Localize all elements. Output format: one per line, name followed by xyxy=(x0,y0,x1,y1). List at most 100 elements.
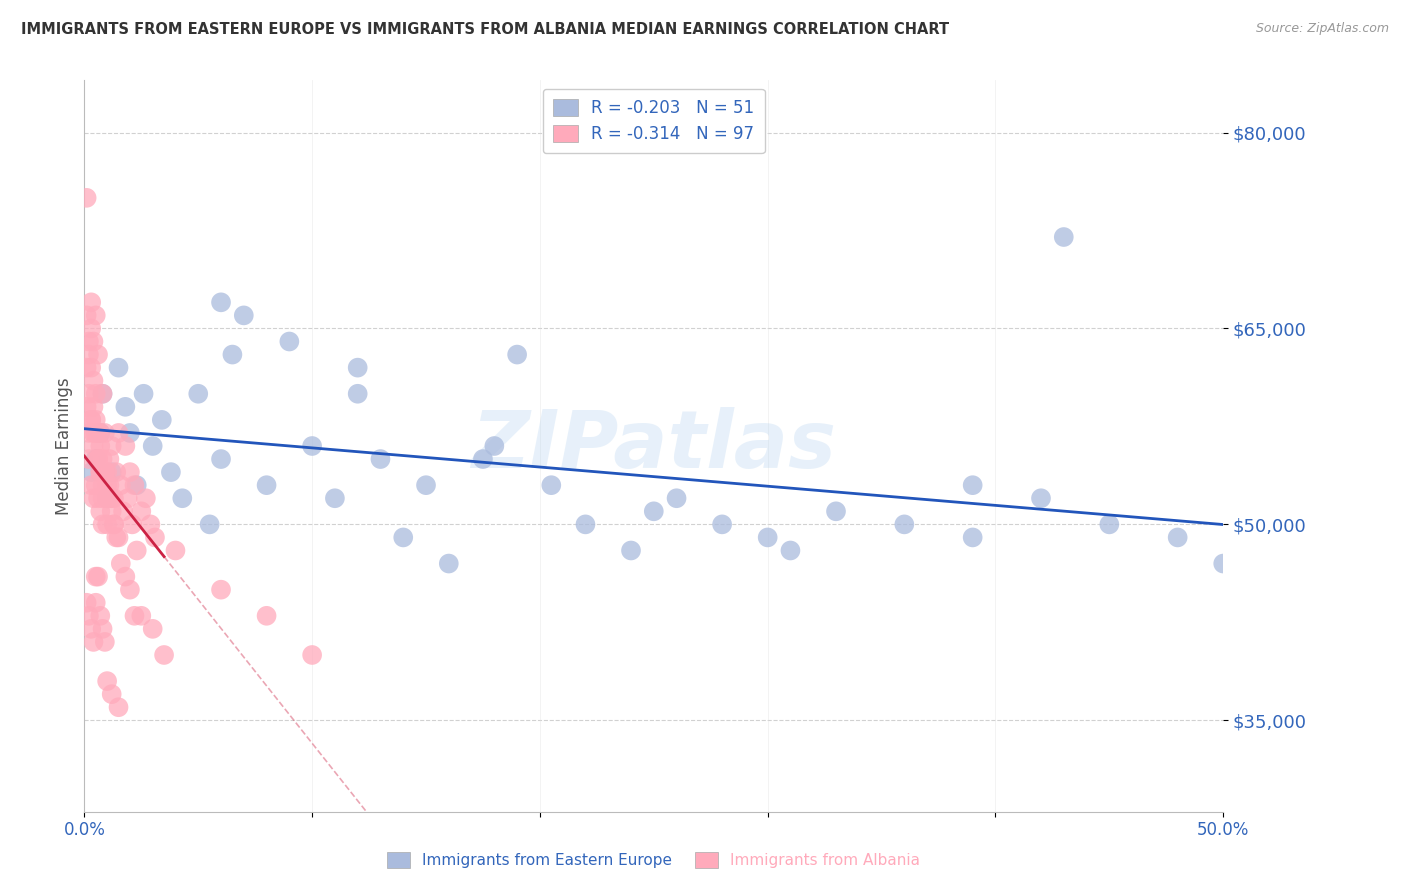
Point xyxy=(620,543,643,558)
Point xyxy=(962,478,984,492)
Point xyxy=(77,425,100,440)
Point xyxy=(1212,557,1234,571)
Point xyxy=(256,608,278,623)
Y-axis label: Median Earnings: Median Earnings xyxy=(55,377,73,515)
Point xyxy=(756,530,779,544)
Point xyxy=(346,386,368,401)
Point xyxy=(346,360,368,375)
Point xyxy=(89,608,111,623)
Point xyxy=(96,674,118,689)
Point xyxy=(107,530,129,544)
Point xyxy=(209,295,232,310)
Point xyxy=(415,478,437,492)
Point xyxy=(323,491,346,506)
Text: Source: ZipAtlas.com: Source: ZipAtlas.com xyxy=(1256,22,1389,36)
Point xyxy=(76,400,98,414)
Point xyxy=(77,334,100,349)
Point xyxy=(301,648,323,662)
Point xyxy=(114,569,136,583)
Point xyxy=(132,386,155,401)
Point xyxy=(91,622,114,636)
Point xyxy=(100,687,122,701)
Point xyxy=(91,517,114,532)
Point xyxy=(124,608,146,623)
Point xyxy=(89,504,111,518)
Point xyxy=(98,478,121,492)
Point xyxy=(80,295,103,310)
Point xyxy=(142,622,165,636)
Point xyxy=(278,334,301,349)
Point xyxy=(711,517,734,532)
Point xyxy=(114,439,136,453)
Legend: Immigrants from Eastern Europe, Immigrants from Albania: Immigrants from Eastern Europe, Immigran… xyxy=(378,843,929,877)
Point xyxy=(143,530,166,544)
Point xyxy=(165,543,187,558)
Point xyxy=(124,478,146,492)
Point xyxy=(142,439,165,453)
Point xyxy=(80,622,103,636)
Point xyxy=(80,478,103,492)
Point xyxy=(392,530,415,544)
Point xyxy=(89,425,111,440)
Point xyxy=(105,465,128,479)
Point xyxy=(1167,530,1189,544)
Point xyxy=(82,334,104,349)
Point xyxy=(110,557,132,571)
Point xyxy=(962,530,984,544)
Point xyxy=(301,439,323,453)
Point xyxy=(125,543,148,558)
Point xyxy=(87,347,110,362)
Point xyxy=(103,491,125,506)
Point xyxy=(91,452,114,467)
Point xyxy=(1029,491,1052,506)
Point xyxy=(232,309,254,323)
Point xyxy=(131,608,153,623)
Point xyxy=(98,452,121,467)
Point xyxy=(114,400,136,414)
Point xyxy=(118,425,141,440)
Point xyxy=(96,517,118,532)
Point xyxy=(187,386,209,401)
Point xyxy=(100,465,122,479)
Point xyxy=(87,452,110,467)
Point xyxy=(221,347,243,362)
Point xyxy=(76,191,98,205)
Point xyxy=(110,478,132,492)
Point xyxy=(370,452,392,467)
Point xyxy=(209,582,232,597)
Point xyxy=(103,517,125,532)
Point xyxy=(96,465,118,479)
Point xyxy=(94,465,117,479)
Point xyxy=(506,347,529,362)
Point xyxy=(1098,517,1121,532)
Point xyxy=(121,517,143,532)
Point xyxy=(437,557,460,571)
Point xyxy=(82,425,104,440)
Point xyxy=(574,517,596,532)
Point xyxy=(82,374,104,388)
Point xyxy=(100,504,122,518)
Point xyxy=(76,596,98,610)
Point xyxy=(96,478,118,492)
Point xyxy=(91,386,114,401)
Point xyxy=(94,465,117,479)
Point xyxy=(89,465,111,479)
Point xyxy=(77,347,100,362)
Point xyxy=(82,439,104,453)
Point xyxy=(256,478,278,492)
Point xyxy=(80,321,103,335)
Point xyxy=(172,491,194,506)
Point xyxy=(84,452,107,467)
Point xyxy=(893,517,915,532)
Point xyxy=(87,491,110,506)
Point xyxy=(84,569,107,583)
Point xyxy=(89,465,111,479)
Point xyxy=(87,569,110,583)
Point xyxy=(153,648,176,662)
Point xyxy=(117,491,139,506)
Point xyxy=(89,439,111,453)
Point xyxy=(82,635,104,649)
Point xyxy=(84,386,107,401)
Point xyxy=(84,413,107,427)
Point xyxy=(150,413,173,427)
